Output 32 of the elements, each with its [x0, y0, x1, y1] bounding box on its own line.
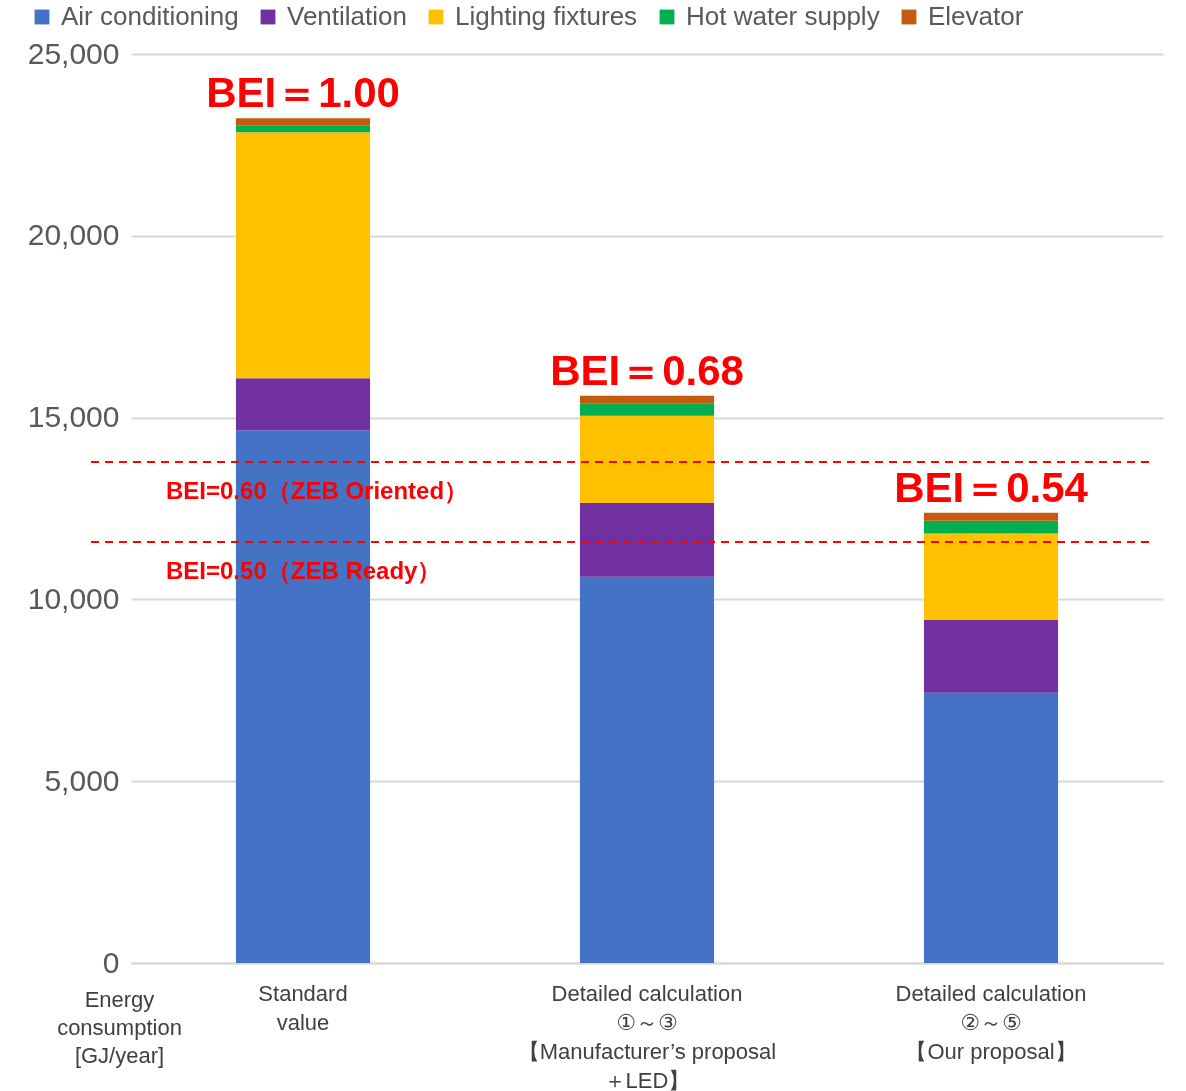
annotation: BEI＝0.54 — [894, 463, 1089, 511]
bar — [579, 415, 715, 503]
bar — [923, 533, 1059, 620]
legend-label: Ventilation — [287, 1, 407, 31]
y-tick-label: 10,000 — [27, 581, 120, 615]
y-tick-label: 25,000 — [27, 36, 120, 70]
legend-label: Hot water supply — [686, 1, 880, 31]
y-axis-title: Energy consumption [GJ/year] — [57, 986, 182, 1068]
bar — [923, 520, 1059, 534]
annotation: BEI＝0.68 — [550, 346, 744, 394]
y-tick-label: 0 — [102, 945, 120, 979]
x-tick-label: Standard value — [258, 980, 348, 1035]
x-tick-label: Detailed calculation ②～⑤ 【Our proposal】 — [895, 980, 1087, 1064]
legend-label: Elevator — [928, 1, 1024, 31]
bar — [579, 576, 715, 963]
annotation: BEI＝1.00 — [206, 69, 400, 117]
bar — [579, 395, 715, 404]
bar — [579, 502, 715, 577]
legend-label: Lighting fixtures — [455, 1, 638, 31]
bar — [923, 692, 1059, 963]
bar — [579, 403, 715, 416]
x-tick-label: Detailed calculation ①～③ 【Manufacturer’s proposal ＋LED】 — [517, 980, 777, 1091]
bar — [235, 125, 371, 133]
bar — [923, 512, 1059, 521]
y-tick-label: 5,000 — [44, 763, 120, 797]
bar — [235, 118, 371, 126]
legend-label: Air conditioning — [61, 1, 239, 31]
bar — [235, 132, 371, 379]
bar — [235, 378, 371, 431]
y-tick-label: 20,000 — [27, 218, 120, 252]
bar — [923, 619, 1059, 693]
y-tick-label: 15,000 — [27, 400, 120, 434]
